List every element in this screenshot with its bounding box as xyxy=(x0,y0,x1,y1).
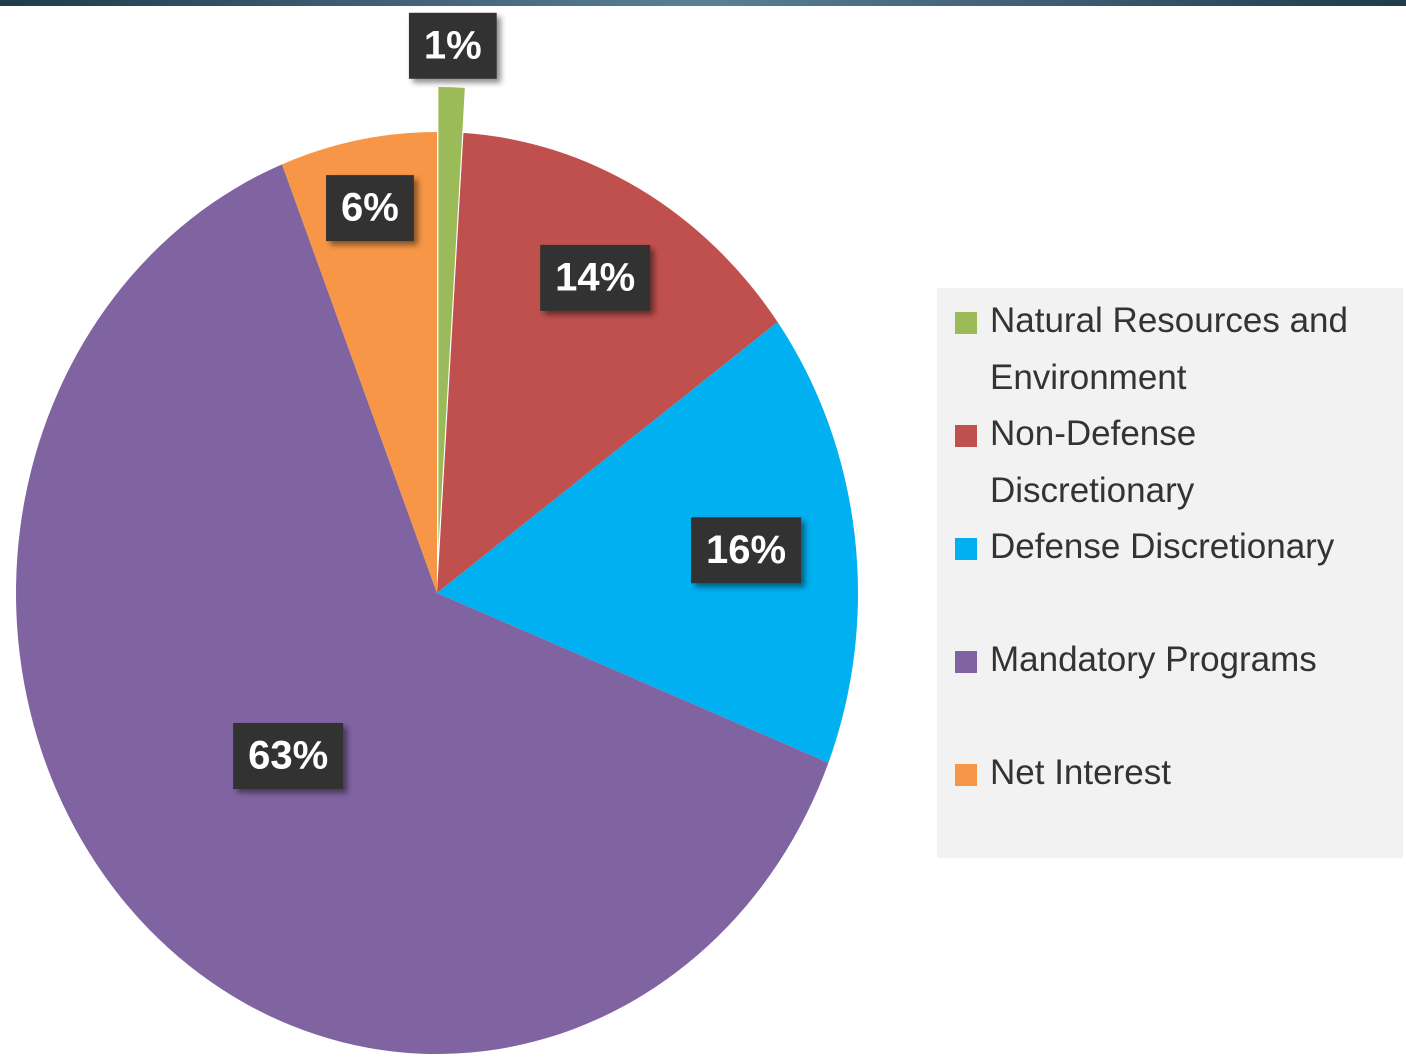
data-label: 14% xyxy=(540,244,651,311)
data-label-box xyxy=(540,244,651,311)
data-label-box xyxy=(233,722,344,789)
pie-slice xyxy=(437,132,778,594)
data-label-text: 63% xyxy=(248,734,328,778)
data-label-text: 14% xyxy=(555,255,635,299)
data-label-text: 16% xyxy=(706,528,786,572)
legend-swatch xyxy=(955,651,977,673)
pie-slice xyxy=(438,87,465,549)
legend-swatch xyxy=(955,312,977,334)
pie-slice xyxy=(16,164,829,1055)
legend-entry: Non-Defense Discretionary xyxy=(955,405,1405,518)
data-label-text: 6% xyxy=(341,186,399,230)
legend-label: Non-Defense Discretionary xyxy=(990,414,1197,510)
data-label-text: 1% xyxy=(424,23,482,67)
data-label: 63% xyxy=(233,722,344,789)
top-bar xyxy=(0,0,1406,6)
legend-label: Natural Resources and Environment xyxy=(990,301,1348,397)
legend-swatch xyxy=(955,425,977,447)
legend-label: Defense Discretionary xyxy=(990,527,1335,566)
data-label: 1% xyxy=(408,12,497,79)
legend-label: Mandatory Programs xyxy=(990,640,1317,679)
data-label-box xyxy=(691,517,802,584)
legend-swatch xyxy=(955,538,977,560)
legend-swatch xyxy=(955,764,977,786)
pie-slice xyxy=(282,132,437,593)
data-label: 6% xyxy=(326,175,414,242)
data-label-box xyxy=(408,12,497,79)
legend-entry: Net Interest xyxy=(955,744,1405,857)
legend-entry: Mandatory Programs xyxy=(955,631,1405,744)
legend-entry: Natural Resources and Environment xyxy=(955,292,1405,405)
data-label-box xyxy=(326,175,414,242)
chart: 1% 14% 16% 63% 6% xyxy=(16,12,858,1055)
legend: Natural Resources and Environment Non-Def… xyxy=(937,288,1403,858)
legend-label: Net Interest xyxy=(990,753,1171,792)
legend-entry: Defense Discretionary xyxy=(955,518,1405,631)
pie-slice xyxy=(437,322,858,763)
data-label: 16% xyxy=(691,517,802,584)
